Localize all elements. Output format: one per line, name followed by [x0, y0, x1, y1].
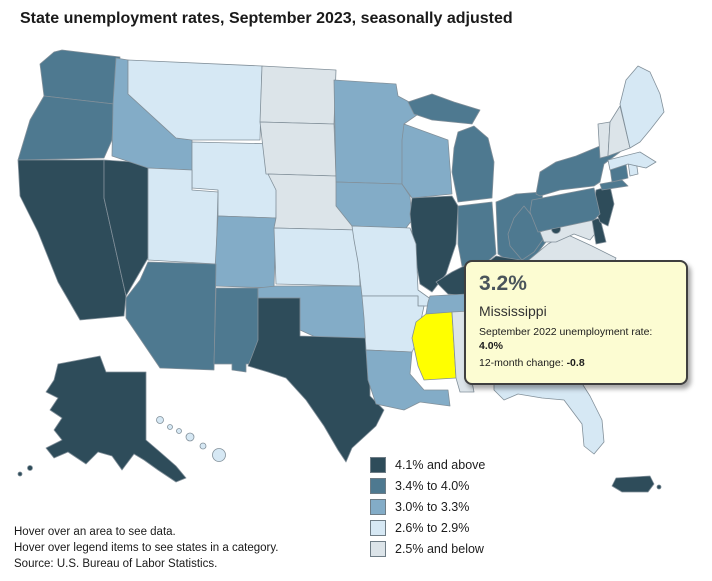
state-UT[interactable]: [147, 167, 219, 265]
state-PR[interactable]: [656, 484, 662, 490]
hover-tooltip-mississippi: 3.2% Mississippi September 2022 unemploy…: [464, 260, 688, 385]
state-HI[interactable]: [185, 432, 195, 442]
page-title: State unemployment rates, September 2023…: [20, 10, 513, 27]
state-MI[interactable]: [451, 125, 495, 203]
footer-source: Source: U.S. Bureau of Labor Statistics.: [14, 558, 218, 570]
state-ME[interactable]: [619, 65, 665, 149]
legend-swatch-medium: [370, 478, 386, 494]
state-WI[interactable]: [401, 123, 453, 199]
state-MS[interactable]: [411, 311, 457, 381]
tooltip-rate: 3.2%: [479, 272, 527, 295]
legend-label: 2.5% and below: [395, 542, 484, 556]
state-AK[interactable]: [45, 355, 187, 483]
state-HI[interactable]: [212, 448, 226, 462]
footer-hover-note: Hover over an area to see data.: [14, 526, 176, 538]
state-WA[interactable]: [39, 49, 121, 105]
legend-item-2-6-to-2-9[interactable]: 2.6% to 2.9%: [370, 520, 485, 536]
state-MI[interactable]: [407, 93, 481, 125]
state-LA[interactable]: [365, 349, 451, 411]
legend-item-3-0-to-3-3[interactable]: 3.0% to 3.3%: [370, 499, 485, 515]
state-OR[interactable]: [17, 95, 115, 161]
tooltip-previous-rate: September 2022 unemployment rate: 4.0%: [479, 326, 653, 353]
state-AK[interactable]: [17, 471, 23, 477]
state-SD[interactable]: [259, 121, 337, 177]
legend-swatch-light: [370, 520, 386, 536]
tooltip-12-month-change: 12-month change: -0.8: [479, 357, 585, 370]
state-FL[interactable]: [493, 373, 605, 455]
legend-swatch-very-light: [370, 541, 386, 557]
tooltip-state-name: Mississippi: [479, 303, 547, 319]
state-AZ[interactable]: [125, 261, 217, 371]
state-CO[interactable]: [213, 215, 277, 289]
footer-legend-note: Hover over legend items to see states in…: [14, 542, 279, 554]
legend-item-2-5-and-below[interactable]: 2.5% and below: [370, 541, 485, 557]
state-PA[interactable]: [529, 187, 601, 233]
legend-swatch-light-medium: [370, 499, 386, 515]
state-AK[interactable]: [27, 465, 33, 471]
legend: 4.1% and above 3.4% to 4.0% 3.0% to 3.3%…: [370, 457, 485, 562]
footer-notes: Hover over an area to see data. Hover ov…: [14, 524, 278, 572]
state-PR[interactable]: [611, 475, 655, 493]
legend-item-3-4-to-4-0[interactable]: 3.4% to 4.0%: [370, 478, 485, 494]
state-MO[interactable]: [351, 225, 433, 307]
state-MA[interactable]: [607, 151, 657, 171]
state-HI[interactable]: [167, 424, 173, 430]
state-DE[interactable]: [591, 217, 607, 245]
legend-label: 2.6% to 2.9%: [395, 521, 470, 535]
state-HI[interactable]: [156, 416, 164, 424]
state-ND[interactable]: [259, 65, 337, 125]
legend-label: 3.0% to 3.3%: [395, 500, 470, 514]
state-KS[interactable]: [273, 227, 361, 287]
legend-swatch-dark: [370, 457, 386, 473]
legend-label: 4.1% and above: [395, 458, 486, 472]
state-HI[interactable]: [199, 442, 207, 450]
state-HI[interactable]: [176, 428, 182, 434]
legend-item-4-1-and-above[interactable]: 4.1% and above: [370, 457, 485, 473]
state-IN[interactable]: [457, 201, 497, 269]
legend-label: 3.4% to 4.0%: [395, 479, 470, 493]
